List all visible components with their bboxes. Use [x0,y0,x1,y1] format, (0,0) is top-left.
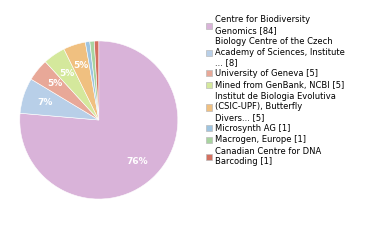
Text: 5%: 5% [59,69,74,78]
Wedge shape [64,42,99,120]
Text: 7%: 7% [37,98,52,107]
Wedge shape [20,41,178,199]
Wedge shape [86,42,99,120]
Wedge shape [31,62,99,120]
Wedge shape [45,49,99,120]
Text: 76%: 76% [127,157,148,166]
Wedge shape [90,41,99,120]
Text: 5%: 5% [47,79,62,89]
Legend: Centre for Biodiversity
Genomics [84], Biology Centre of the Czech
Academy of Sc: Centre for Biodiversity Genomics [84], B… [206,16,345,166]
Wedge shape [94,41,99,120]
Wedge shape [20,79,99,120]
Text: 5%: 5% [74,61,89,70]
